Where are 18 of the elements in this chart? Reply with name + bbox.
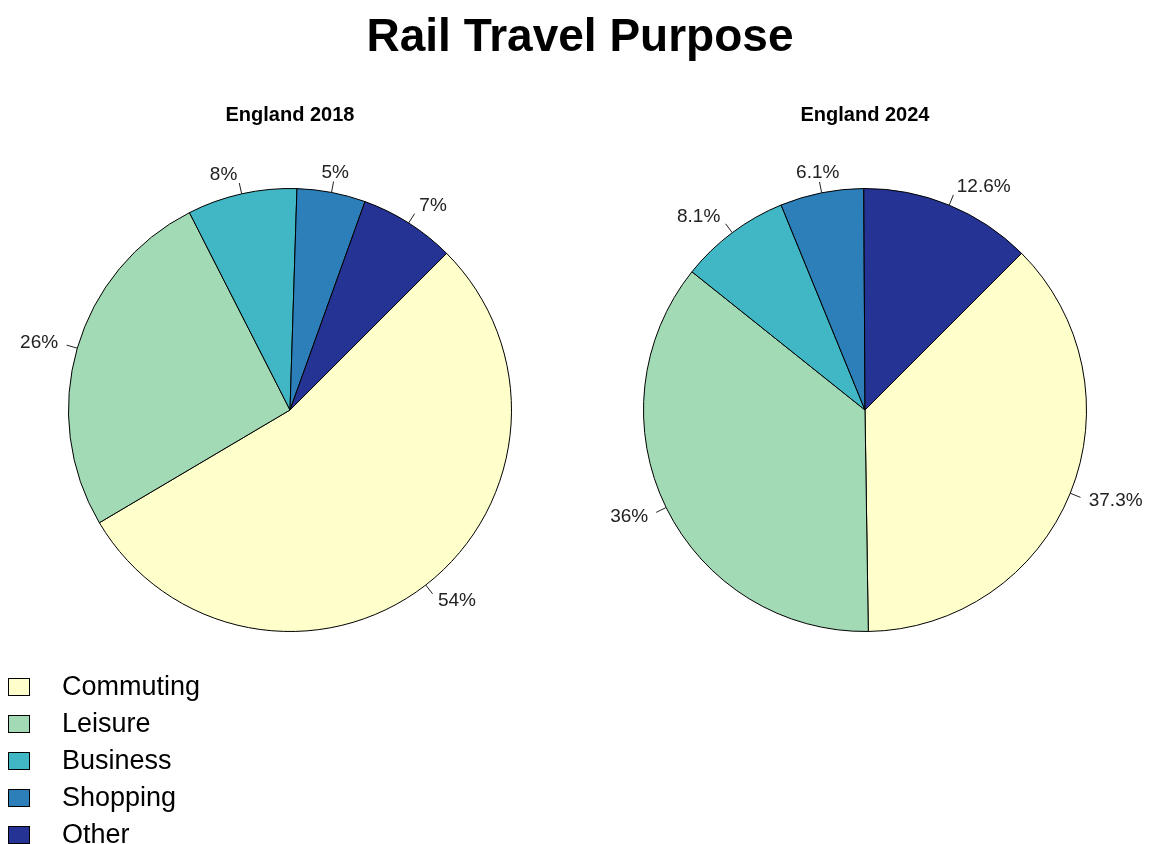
legend-label: Commuting (62, 671, 201, 702)
data-label: 26% (20, 330, 59, 352)
legend-label: Business (62, 745, 172, 776)
legend-label: Other (62, 819, 130, 844)
legend-label: Shopping (62, 782, 177, 813)
data-label: 37.3% (1088, 488, 1143, 510)
data-label: 5% (321, 161, 350, 183)
data-label: 36% (610, 504, 649, 526)
data-label: 8% (209, 162, 238, 184)
data-label: 6.1% (796, 161, 840, 183)
data-label: 7% (419, 194, 447, 216)
data-label: 8.1% (677, 204, 721, 226)
data-label: 54% (437, 589, 477, 611)
data-label: 12.6% (956, 174, 1011, 196)
chart-subtitle: England 2024 (800, 102, 931, 125)
chart-subtitle: England 2018 (225, 102, 355, 125)
chart-title: Rail Travel Purpose (365, 8, 795, 62)
legend-label: Leisure (62, 708, 151, 739)
